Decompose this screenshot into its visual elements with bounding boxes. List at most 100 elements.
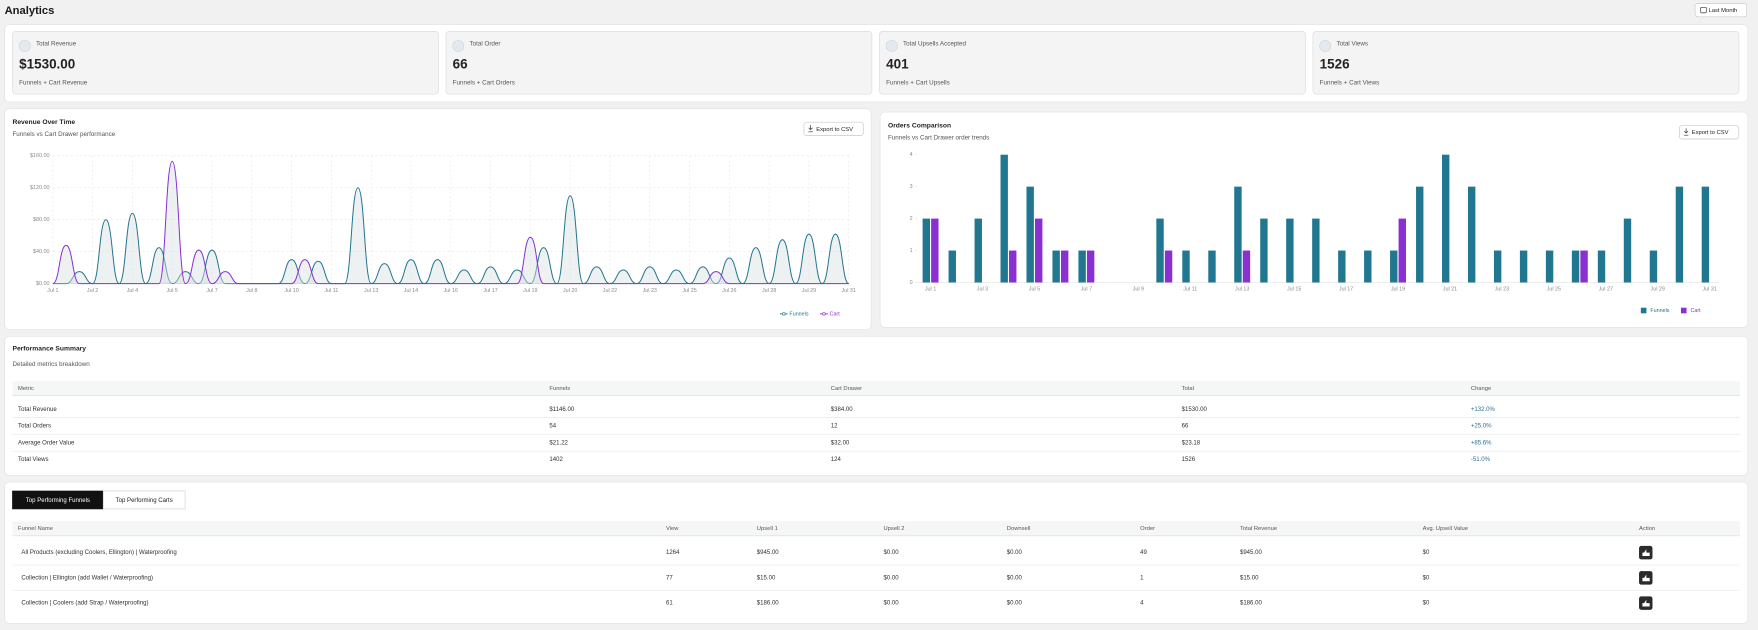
- y-tick-label: $40.00: [33, 249, 49, 255]
- bar: [1000, 154, 1008, 283]
- stat-card: [879, 31, 1306, 95]
- x-tick-label: Jul 13: [1235, 287, 1249, 293]
- stat-card: [1312, 31, 1740, 95]
- bar: [931, 218, 939, 283]
- bar: [1675, 186, 1684, 283]
- x-tick-label: Jul 7: [206, 288, 217, 294]
- x-tick-label: Jul 17: [1339, 287, 1353, 293]
- bar: [1060, 250, 1069, 283]
- x-tick-label: Jul 22: [603, 288, 617, 294]
- stat-icon: [1319, 40, 1332, 52]
- table-cell: 12: [831, 424, 838, 430]
- x-tick-label: Jul 16: [444, 288, 458, 294]
- bar: [1597, 250, 1606, 283]
- table-cell: $15.00: [757, 575, 776, 581]
- export-button[interactable]: Export to CSV: [1679, 125, 1740, 140]
- y-tick-label: 3: [910, 184, 913, 190]
- legend-label: Funnels: [789, 311, 808, 317]
- tab[interactable]: [102, 490, 186, 510]
- date-button[interactable]: Last Month: [1694, 3, 1747, 18]
- x-tick-label: Jul 29: [1651, 287, 1665, 293]
- table-cell: $186.00: [757, 601, 779, 607]
- button-frame[interactable]: [1679, 125, 1740, 140]
- legend-swatch: [822, 312, 826, 316]
- stat-value: 401: [886, 57, 909, 72]
- table-cell: Total Revenue: [18, 407, 57, 413]
- x-tick-label: Jul 11: [324, 288, 338, 294]
- bar: [1242, 250, 1251, 283]
- button-label[interactable]: Last Month: [1709, 8, 1738, 14]
- table-cell: $945.00: [757, 550, 779, 556]
- column-header: Order: [1140, 526, 1155, 532]
- stat-icon: [885, 40, 898, 52]
- y-tick-label: 0: [910, 280, 913, 286]
- tab-label[interactable]: Top Performing Carts: [116, 498, 173, 504]
- table-cell: $0: [1423, 550, 1430, 556]
- export-button[interactable]: Export to CSV: [803, 121, 864, 136]
- button-label[interactable]: Export to CSV: [1692, 130, 1729, 136]
- column-header: View: [666, 526, 679, 532]
- bar: [1545, 250, 1554, 283]
- bar: [1493, 250, 1502, 283]
- table-cell: Average Order Value: [18, 440, 75, 446]
- bar: [1390, 250, 1398, 283]
- x-tick-label: Jul 14: [404, 288, 418, 294]
- y-tick-label: 4: [910, 152, 913, 158]
- table-cell: $0.00: [883, 601, 899, 607]
- bar: [1701, 186, 1710, 283]
- series-line: [52, 160, 849, 285]
- button-frame[interactable]: [803, 121, 864, 136]
- legend-label: Cart: [830, 311, 841, 317]
- x-tick-label: Jul 1: [47, 288, 58, 294]
- table-cell: -51.0%: [1471, 457, 1491, 463]
- table-cell: 66: [1182, 424, 1189, 430]
- action-icon: [1642, 574, 1650, 582]
- column-header: Total Revenue: [1240, 526, 1277, 532]
- table-cell: $15.00: [1240, 575, 1259, 581]
- stat-icon: [452, 40, 465, 52]
- table-cell: +25.0%: [1471, 424, 1492, 430]
- top-panel: [4, 481, 1749, 624]
- tab-label[interactable]: Top Performing Funnels: [26, 498, 90, 504]
- page-title: Analytics: [5, 5, 55, 17]
- button-label[interactable]: Export to CSV: [816, 127, 853, 133]
- x-tick-label: Jul 10: [284, 288, 298, 294]
- x-tick-label: Jul 5: [167, 288, 178, 294]
- stat-label: Total Upsells Accepted: [903, 40, 967, 47]
- table-cell: 54: [549, 424, 556, 430]
- action-icon: [1642, 549, 1650, 557]
- x-tick-label: Jul 15: [1287, 287, 1301, 293]
- table-cell: Total Views: [18, 457, 48, 463]
- table-cell: 1402: [549, 457, 563, 463]
- x-tick-label: Jul 29: [802, 288, 816, 294]
- bar: [1571, 250, 1580, 283]
- bar: [1234, 186, 1242, 283]
- series-line: [52, 187, 850, 285]
- table-cell: $23.18: [1182, 440, 1201, 446]
- bar: [1164, 250, 1173, 283]
- bar: [974, 218, 982, 283]
- x-tick-label: Jul 3: [977, 287, 988, 293]
- y-tick-label: $120.00: [30, 185, 49, 191]
- x-tick-label: Jul 17: [483, 288, 497, 294]
- stat-subtitle: Funnels + Cart Views: [1320, 80, 1380, 87]
- stat-label: Total Order: [470, 40, 501, 47]
- legend-label: Funnels: [1650, 308, 1669, 314]
- column-header: Funnel Name: [18, 526, 53, 532]
- x-tick-label: Jul 5: [1029, 287, 1040, 293]
- table-cell: $0.00: [883, 575, 899, 581]
- x-tick-label: Jul 31: [842, 288, 856, 294]
- stat-subtitle: Funnels + Cart Orders: [453, 80, 515, 87]
- button-frame[interactable]: [1694, 3, 1747, 18]
- stat-card: [12, 31, 439, 95]
- x-tick-label: Jul 9: [1133, 287, 1144, 293]
- table-cell: $1146.00: [549, 407, 574, 413]
- table-cell: $0.00: [1007, 550, 1023, 556]
- stat-label: Total Views: [1336, 40, 1368, 47]
- bar: [1442, 154, 1450, 283]
- table-cell: $0: [1423, 575, 1430, 581]
- stat-icon: [18, 40, 31, 52]
- bar: [1086, 250, 1095, 283]
- legend-swatch: [1680, 307, 1687, 314]
